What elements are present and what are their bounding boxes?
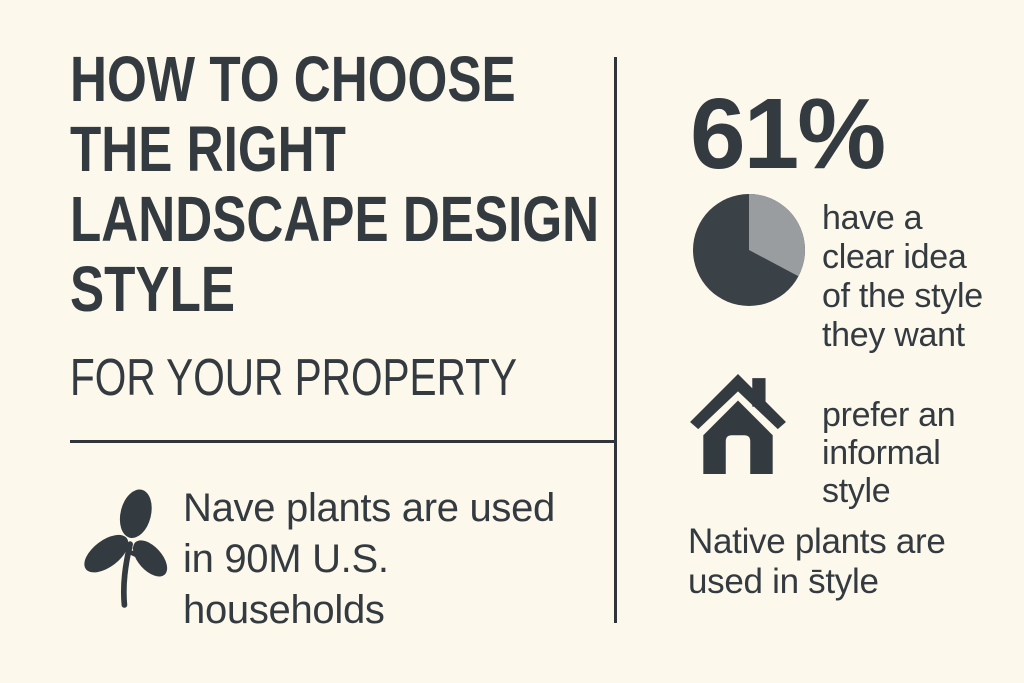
stat-line: prefer an [822, 396, 956, 434]
fact-line: Nave plants are used [183, 486, 556, 530]
footnote-line: Native plants are [688, 522, 946, 561]
house-icon [686, 372, 790, 474]
page-title: HOW TO CHOOSE THE RIGHT LANDSCAPE DESIGN… [70, 44, 599, 324]
stat-line: have a [822, 199, 923, 237]
page-title-line: THE RIGHT [70, 113, 346, 185]
stat-line: of the style [822, 277, 983, 315]
plant-sprout-icon [75, 484, 170, 610]
page-subtitle: FOR YOUR PROPERTY [70, 349, 518, 407]
clear-idea-stat: have a clear idea of the style they want [822, 199, 983, 355]
stat-line: informal [822, 434, 941, 472]
pie-chart-icon [691, 192, 807, 308]
stat-line: clear idea [822, 238, 967, 276]
native-plants-footnote: Native plants are used in s̄tyle [688, 522, 946, 602]
native-plants-fact: Nave plants are used in 90M U.S. househo… [183, 483, 555, 636]
page-title-line: STYLE [70, 253, 235, 325]
horizontal-divider [70, 440, 616, 443]
fact-line: in 90M U.S. [183, 537, 389, 581]
vertical-divider [614, 57, 617, 623]
footnote-line: used in s̄tyle [688, 562, 879, 601]
stat-line: they want [822, 316, 965, 354]
page-title-line: LANDSCAPE DESIGN [70, 183, 600, 255]
informal-style-stat: prefer an informal style [822, 396, 956, 510]
stat-line: style [822, 472, 891, 510]
fact-line: households [183, 588, 385, 632]
page-title-line: HOW TO CHOOSE [70, 43, 516, 115]
stat-percent: 61% [690, 78, 886, 190]
